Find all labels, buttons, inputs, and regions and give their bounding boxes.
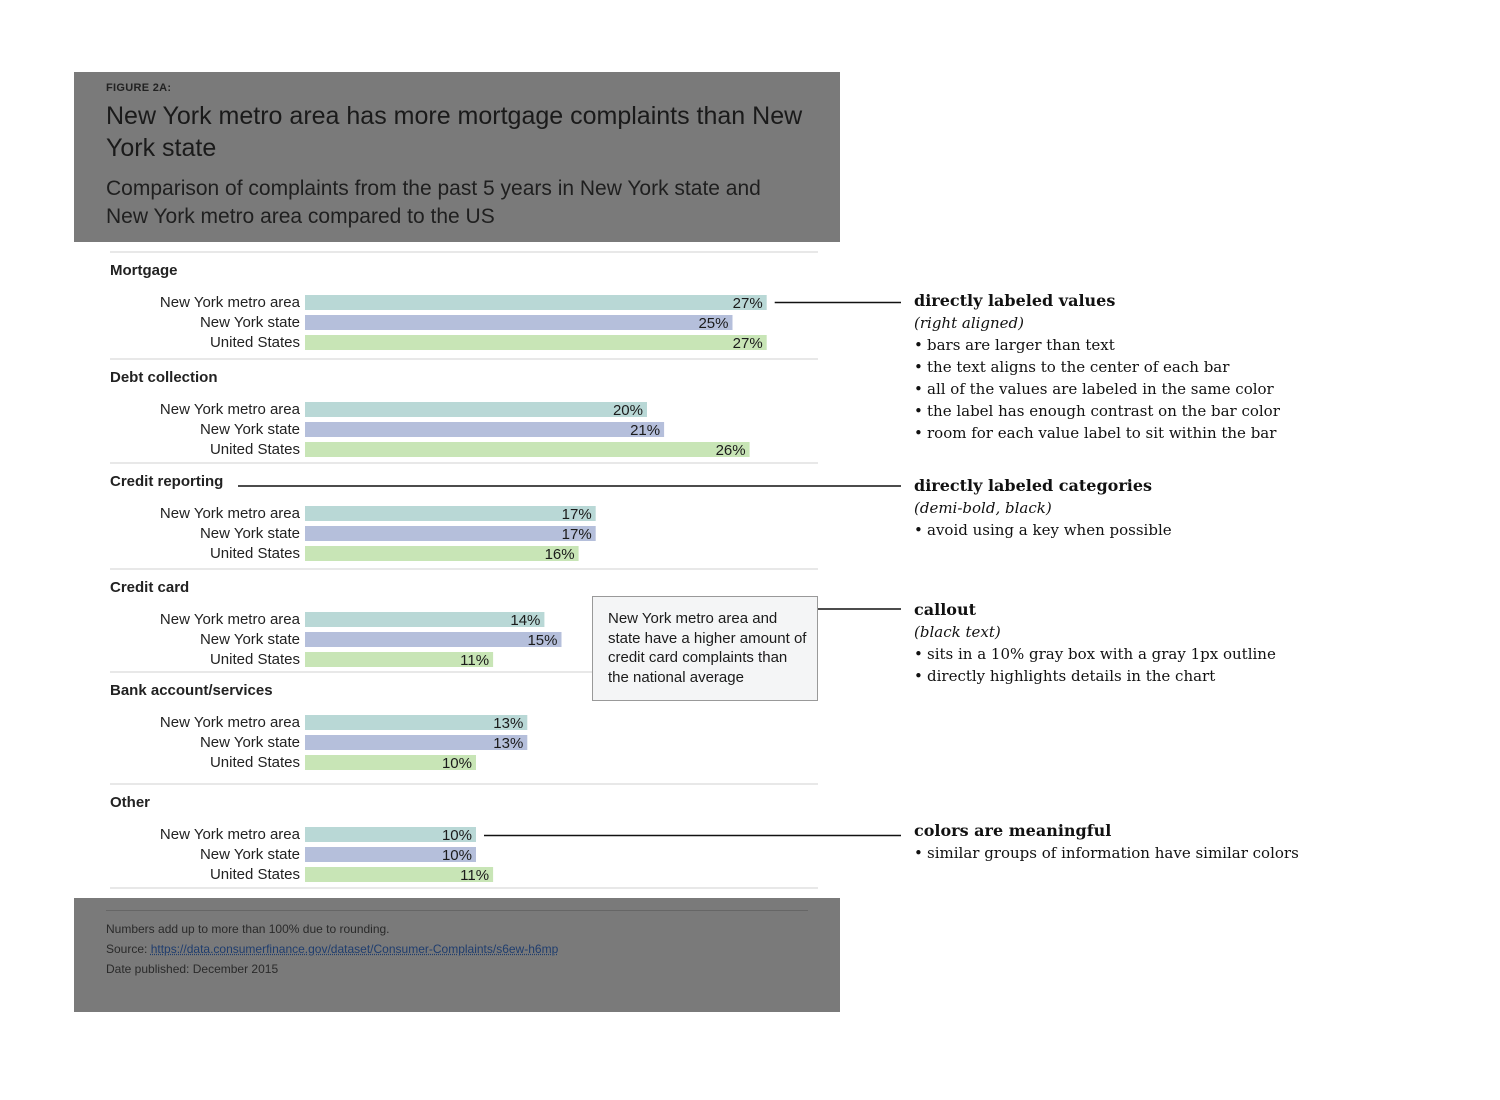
value-label: 16%: [545, 546, 575, 563]
bar: [305, 295, 767, 310]
annotation-bullet: the text aligns to the center of each ba…: [914, 356, 1280, 378]
value-label: 25%: [698, 315, 728, 332]
bar: [305, 847, 476, 862]
value-label: 13%: [493, 715, 523, 732]
annotation-bullet: bars are larger than text: [914, 334, 1280, 356]
row-label: New York metro area: [160, 401, 301, 418]
row-label: New York state: [200, 525, 300, 542]
category-label: Debt collection: [110, 369, 218, 386]
row-label: New York metro area: [160, 294, 301, 311]
row-label: New York state: [200, 846, 300, 863]
annotation-categories: directly labeled categories (demi-bold, …: [914, 475, 1172, 541]
row-label: New York state: [200, 734, 300, 751]
annotation-bullet: directly highlights details in the chart: [914, 665, 1276, 687]
value-label: 17%: [562, 506, 592, 523]
value-label: 13%: [493, 735, 523, 752]
value-label: 27%: [733, 295, 763, 312]
row-label: United States: [210, 441, 300, 458]
value-label: 10%: [442, 847, 472, 864]
category-label: Bank account/services: [110, 682, 273, 699]
value-label: 10%: [442, 827, 472, 844]
annotation-bullet: room for each value label to sit within …: [914, 422, 1280, 444]
annotation-bullet: sits in a 10% gray box with a gray 1px o…: [914, 643, 1276, 665]
value-label: 27%: [733, 335, 763, 352]
bar: [305, 632, 562, 647]
value-label: 10%: [442, 755, 472, 772]
bar: [305, 715, 528, 730]
annotation-bullet: all of the values are labeled in the sam…: [914, 378, 1280, 400]
bar: [305, 652, 494, 667]
row-label: United States: [210, 545, 300, 562]
value-label: 11%: [460, 652, 489, 669]
row-label: United States: [210, 651, 300, 668]
source-label: Source:: [106, 942, 148, 956]
annotation-subheading: (right aligned): [914, 314, 1025, 332]
annotation-bullet: the label has enough contrast on the bar…: [914, 400, 1280, 422]
row-label: New York metro area: [160, 505, 301, 522]
category-label: Other: [110, 794, 150, 811]
annotation-bullet: similar groups of information have simil…: [914, 842, 1299, 864]
annotation-heading: directly labeled categories: [914, 476, 1153, 495]
annotation-bullet: avoid using a key when possible: [914, 519, 1172, 541]
annotation-heading: callout: [914, 600, 976, 619]
bar: [305, 735, 528, 750]
annotation-values: directly labeled values (right aligned) …: [914, 290, 1280, 444]
row-label: United States: [210, 754, 300, 771]
row-label: New York metro area: [160, 826, 301, 843]
category-label: Credit reporting: [110, 473, 223, 490]
bar: [305, 546, 579, 561]
bar: [305, 526, 596, 541]
bar: [305, 867, 494, 882]
bar: [305, 612, 545, 627]
category-label: Credit card: [110, 579, 189, 596]
value-label: 14%: [510, 612, 540, 629]
bar: [305, 335, 767, 350]
credit-card-callout: New York metro area and state have a hig…: [592, 596, 818, 701]
row-label: New York metro area: [160, 714, 301, 731]
annotation-subheading: (black text): [914, 623, 1001, 641]
annotation-colors: colors are meaningful similar groups of …: [914, 820, 1299, 864]
figure-label: FIGURE 2A:: [106, 82, 172, 94]
annotation-subheading: (demi-bold, black): [914, 499, 1052, 517]
date-label: Date published:: [106, 962, 190, 976]
bar: [305, 402, 647, 417]
footer-note: Numbers add up to more than 100% due to …: [106, 922, 390, 936]
value-label: 17%: [562, 526, 592, 543]
row-label: New York metro area: [160, 611, 301, 628]
bar: [305, 506, 596, 521]
bar: [305, 422, 665, 437]
bar: [305, 827, 476, 842]
chart-header: FIGURE 2A: New York metro area has more …: [74, 72, 840, 242]
bar: [305, 755, 476, 770]
chart-footer: Numbers add up to more than 100% due to …: [74, 898, 840, 1012]
bar: [305, 442, 750, 457]
value-label: 21%: [630, 422, 660, 439]
value-label: 15%: [527, 632, 557, 649]
annotation-heading: directly labeled values: [914, 291, 1116, 310]
row-label: New York state: [200, 314, 300, 331]
annotation-heading: colors are meaningful: [914, 821, 1112, 840]
source-link[interactable]: https://data.consumerfinance.gov/dataset…: [150, 942, 559, 956]
chart-subtitle: Comparison of complaints from the past 5…: [106, 177, 761, 228]
value-label: 20%: [613, 402, 643, 419]
category-label: Mortgage: [110, 262, 178, 279]
row-label: New York state: [200, 421, 300, 438]
bar: [305, 315, 733, 330]
footer-divider: [106, 910, 808, 911]
chart-title: New York metro area has more mortgage co…: [106, 102, 803, 162]
value-label: 26%: [716, 442, 746, 459]
value-label: 11%: [460, 867, 489, 884]
row-label: United States: [210, 334, 300, 351]
row-label: United States: [210, 866, 300, 883]
row-label: New York state: [200, 631, 300, 648]
date-value: December 2015: [192, 962, 279, 976]
annotation-callout: callout (black text) sits in a 10% gray …: [914, 599, 1276, 687]
